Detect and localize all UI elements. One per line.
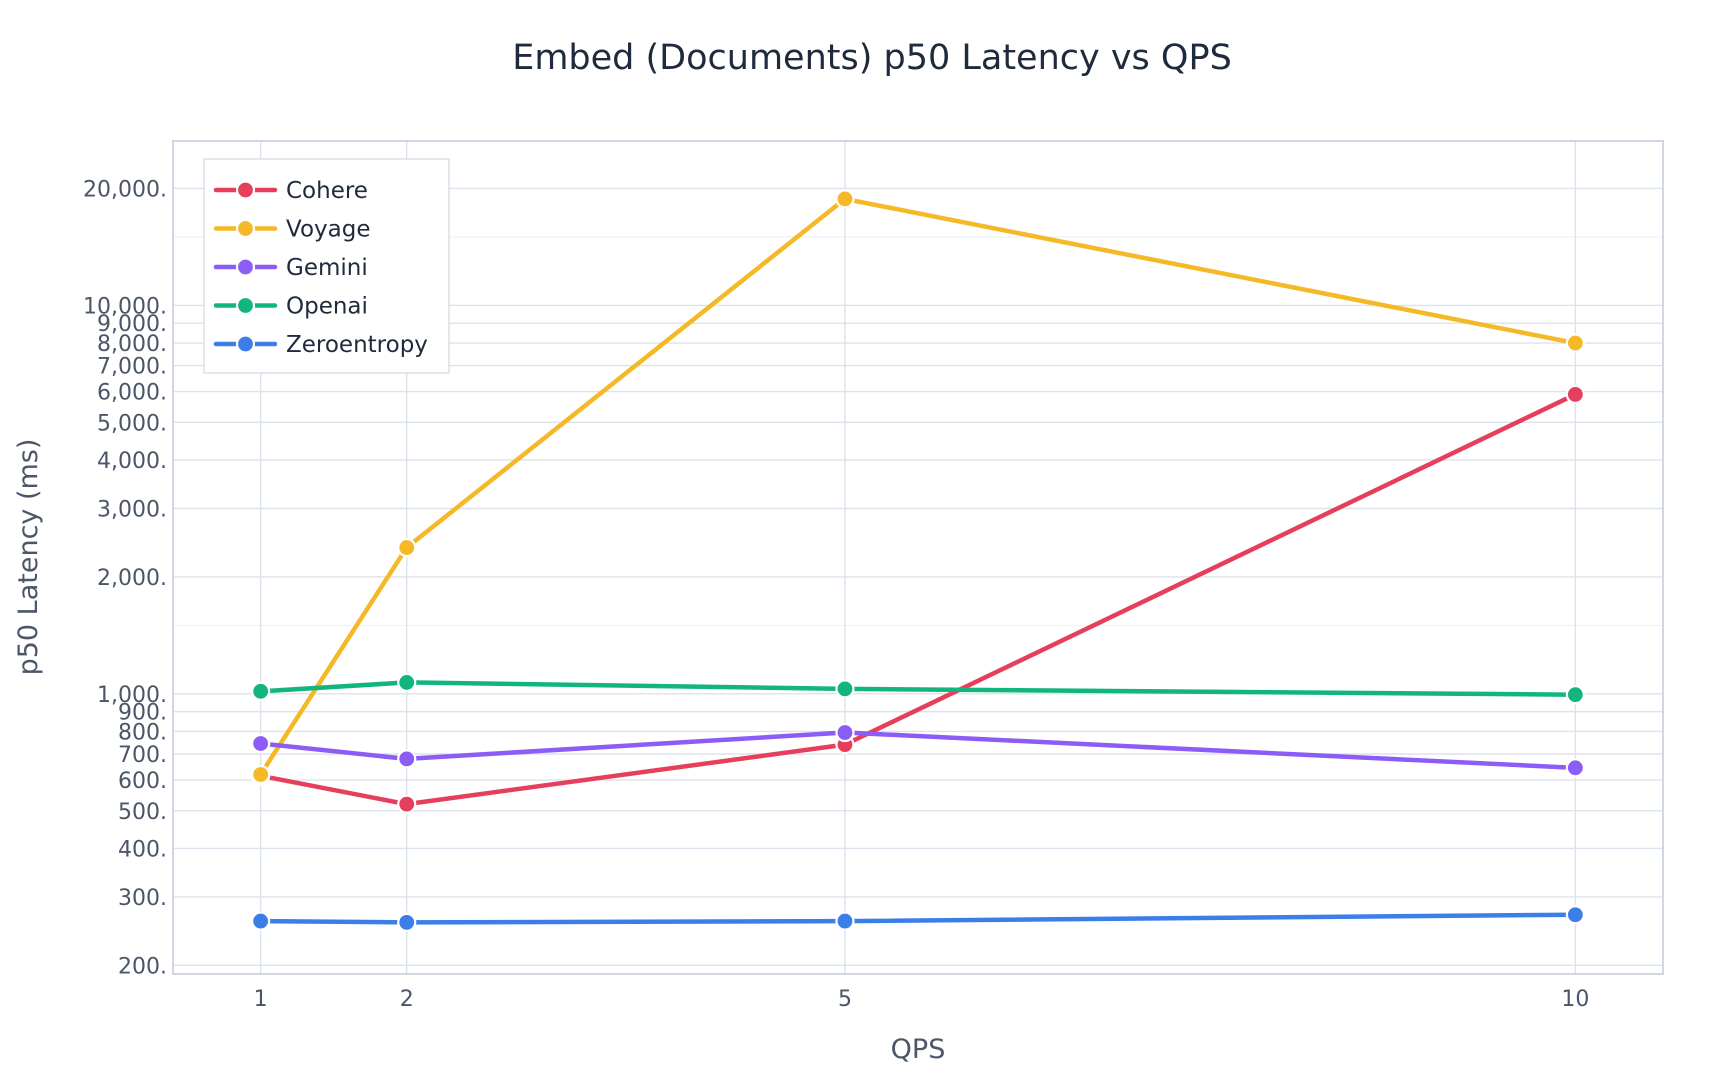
y-axis-ticks: 200. 300. 400. 500. 600.700.800.900.1,000. 2,… [83,177,167,979]
x-tick-label: 2 [400,987,414,1012]
y-tick-label: 4,000. [97,449,167,474]
legend-swatch-marker [235,180,256,200]
data-point[interactable] [835,911,855,931]
chart-title: Embed (Documents) p50 Latency vs QPS [512,38,1232,78]
x-tick-label: 10 [1561,987,1589,1012]
legend-swatch-marker [235,257,256,277]
legend-item-gemini[interactable]: Gemini [213,255,368,281]
data-point[interactable] [1565,333,1585,353]
legend-swatch-marker [235,218,256,239]
series-gemini [251,722,1585,778]
x-axis-title: QPS [891,1034,946,1065]
y-tick-label: 700. [118,743,167,768]
data-point[interactable] [835,679,855,699]
y-tick-label: 500. [118,800,167,825]
x-tick-label: 1 [254,987,268,1012]
legend-swatch-marker [235,334,256,354]
legend-label: Voyage [286,217,370,243]
y-axis-title: p50 Latency (ms) [13,439,44,676]
legend-item-zeroentropy[interactable]: Zeroentropy [213,332,428,358]
data-point[interactable] [1565,384,1585,405]
data-point[interactable] [397,537,417,558]
data-point[interactable] [835,189,855,209]
y-tick-label: 600. [118,769,167,794]
data-point[interactable] [397,672,417,693]
series-line [258,392,1578,807]
x-tick-label: 5 [838,987,852,1012]
series-line [258,912,1578,925]
legend-label: Cohere [286,178,368,204]
data-point[interactable] [1565,758,1585,778]
legend-label: Gemini [286,255,368,281]
series-line [258,730,1578,771]
legend: Cohere Voyage Gemini Openai Zeroentropy [203,158,450,374]
series-cohere [251,384,1585,814]
legend-item-openai[interactable]: Openai [213,294,368,320]
y-tick-label: 1,000. [97,683,167,708]
y-tick-label: 20,000. [83,177,167,202]
series-line [258,196,1578,777]
y-tick-label: 900. [118,701,167,726]
y-tick-label: 800. [118,720,167,745]
gridlines [173,141,1663,974]
data-point[interactable] [1565,685,1585,705]
data-point[interactable] [835,722,855,743]
y-tick-label: 10,000. [83,294,167,319]
y-tick-label: 300. [118,886,167,911]
data-point[interactable] [251,733,271,754]
y-tick-label: 400. [118,837,167,862]
series-line [258,680,1578,697]
series-zeroentropy [251,905,1585,932]
y-tick-label: 8,000. [97,332,167,357]
data-point[interactable] [397,749,417,769]
y-tick-label: 9,000. [97,312,167,337]
data-point[interactable] [251,681,271,701]
plot-frame [172,140,1664,975]
data-point[interactable] [1565,905,1585,925]
series-lines [251,189,1585,932]
legend-label: Zeroentropy [286,332,428,358]
legend-item-cohere[interactable]: Cohere [213,178,368,204]
y-tick-label: 5,000. [97,411,167,436]
legend-label: Openai [286,294,368,320]
y-tick-label: 2,000. [97,566,167,591]
series-openai [251,672,1585,705]
data-point[interactable] [251,911,271,931]
y-tick-label: 7,000. [97,355,167,380]
legend-item-voyage[interactable]: Voyage [213,217,370,243]
x-axis-ticks: 1 2 5 10 [254,987,1590,1012]
y-tick-label: 6,000. [97,381,167,406]
series-voyage [251,189,1585,785]
data-point[interactable] [397,794,417,814]
data-point[interactable] [251,764,271,785]
legend-swatch-marker [235,295,256,316]
y-tick-label: 200. [118,954,167,979]
y-tick-label: 3,000. [97,498,167,523]
data-point[interactable] [397,912,417,932]
